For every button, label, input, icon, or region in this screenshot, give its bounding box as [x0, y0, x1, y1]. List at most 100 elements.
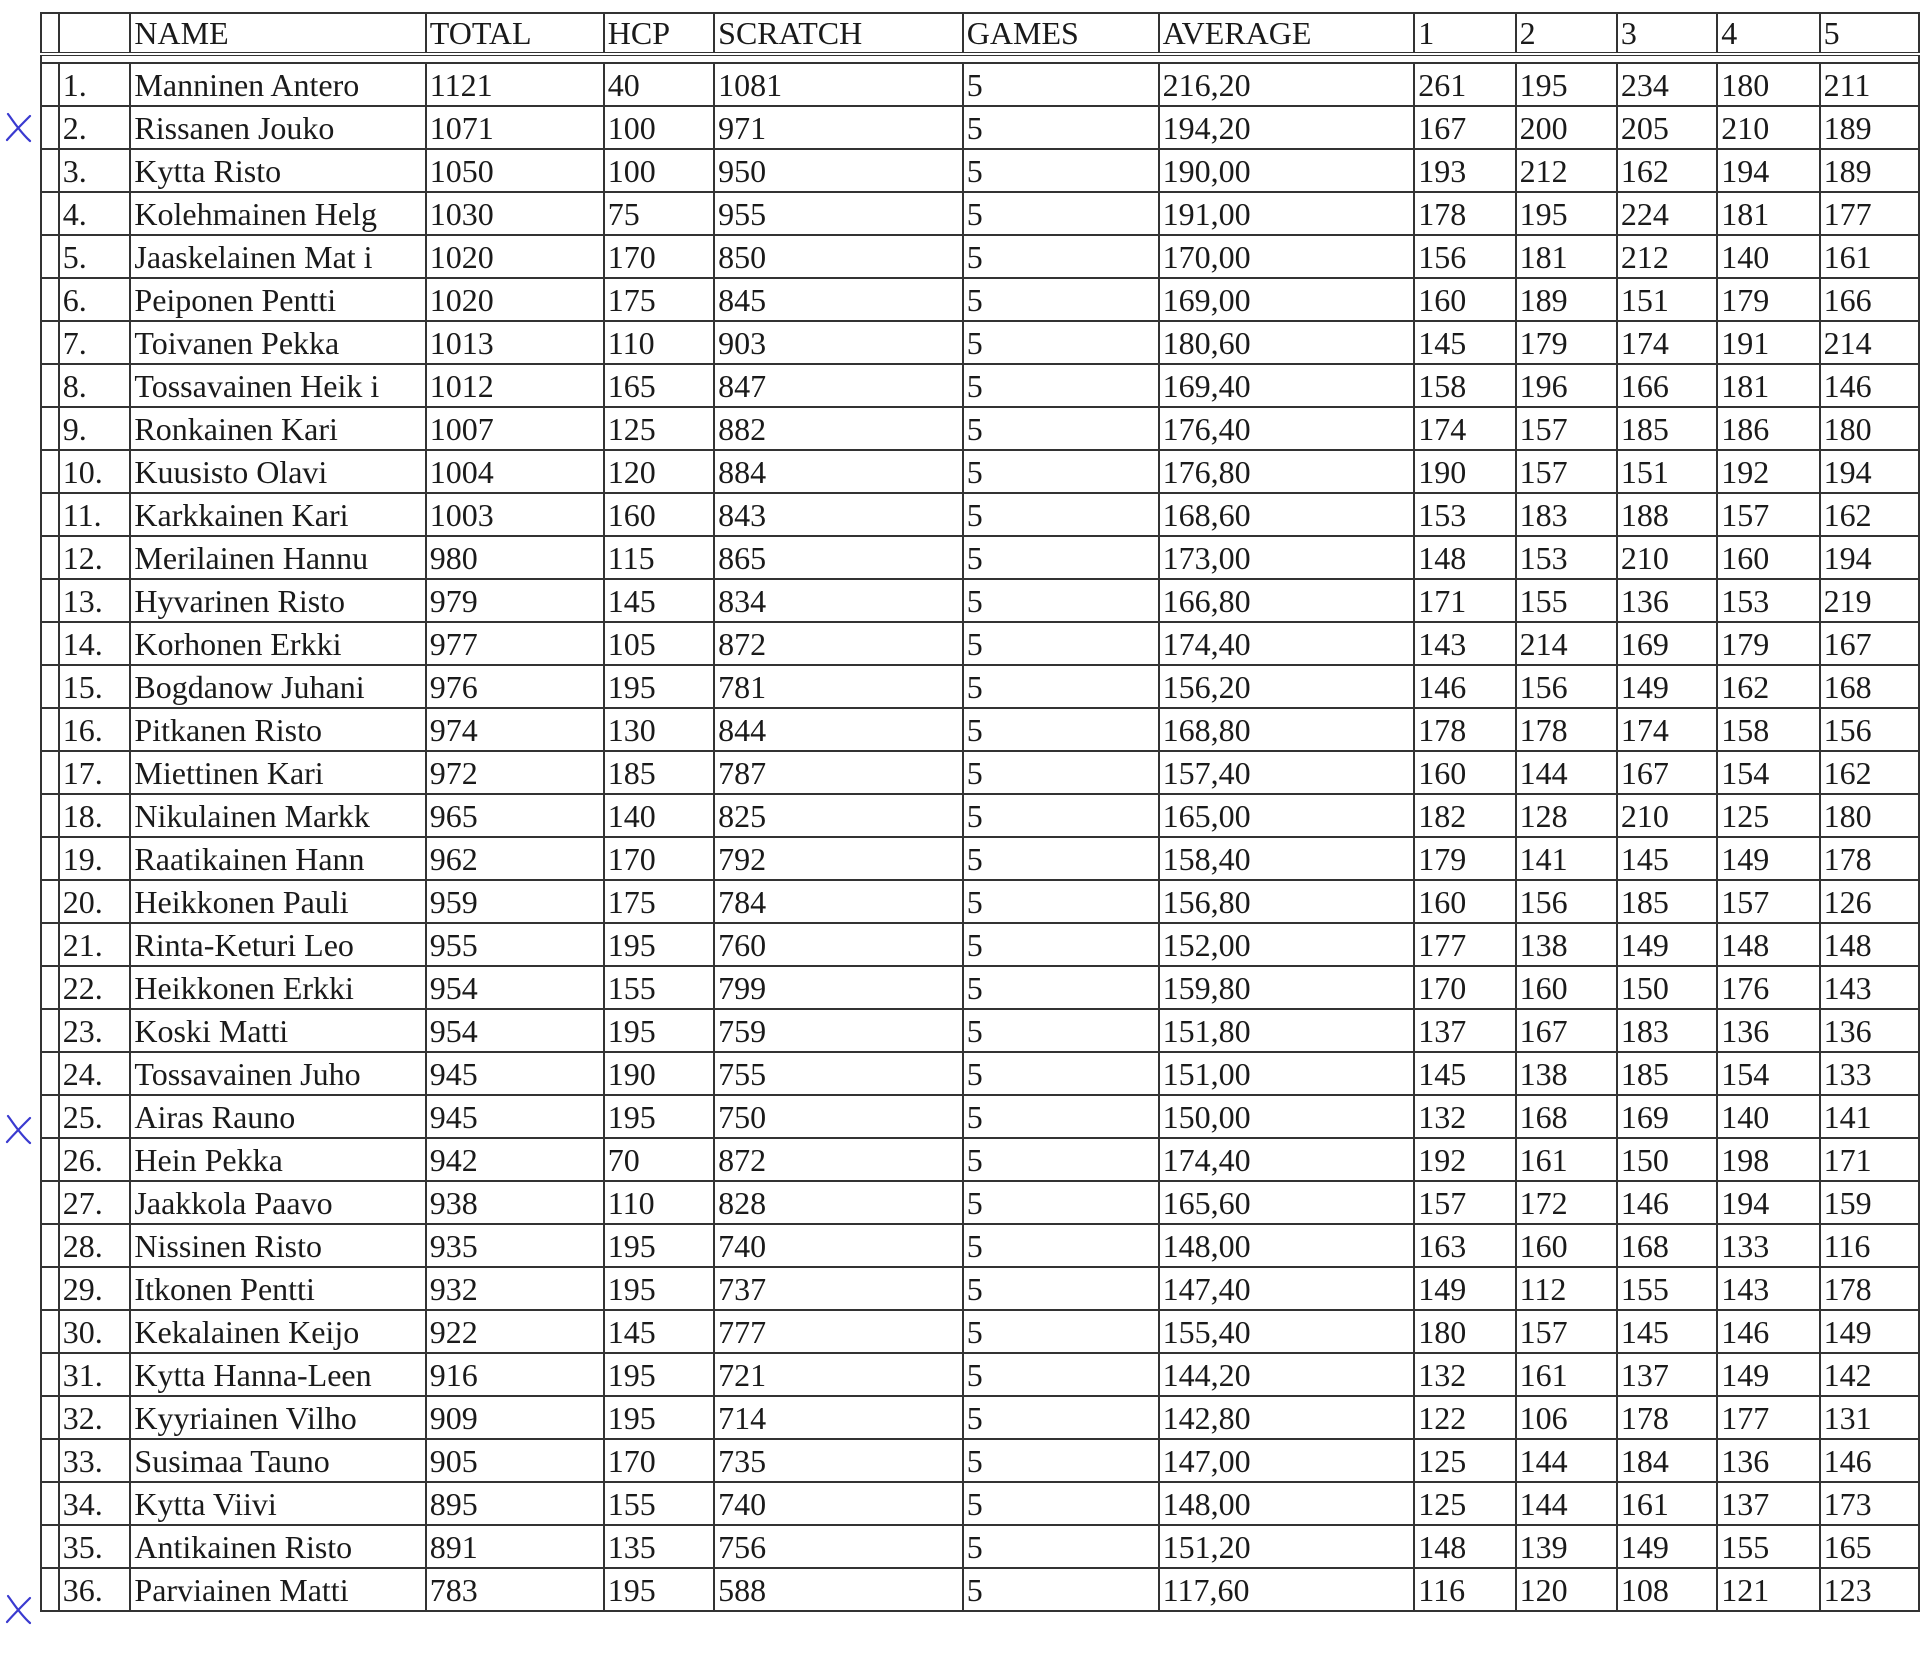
game-4-cell: 149	[1716, 1352, 1821, 1397]
game-3-cell: 174	[1615, 320, 1719, 365]
header-rank	[57, 12, 132, 56]
name-cell: Merilainen Hannu	[129, 535, 427, 580]
game-3-cell: 145	[1615, 836, 1719, 881]
games-cell: 5	[961, 1352, 1160, 1397]
rank-cell: 36.	[57, 1567, 132, 1612]
game-4-cell: 121	[1716, 1567, 1821, 1612]
row-gutter	[40, 1051, 60, 1096]
results-sheet: NAME TOTAL HCP SCRATCH GAMES AVERAGE 1 2…	[40, 12, 1920, 1612]
total-cell: 954	[424, 965, 605, 1010]
row-gutter	[40, 707, 60, 752]
rank-cell: 30.	[57, 1309, 132, 1354]
games-cell: 5	[961, 1524, 1160, 1569]
hcp-cell: 155	[602, 965, 716, 1010]
hcp-cell: 100	[602, 148, 716, 193]
game-2-cell: 138	[1514, 922, 1618, 967]
game-4-cell: 140	[1716, 1094, 1821, 1139]
game-1-cell: 148	[1413, 1524, 1517, 1569]
rank-cell: 23.	[57, 1008, 132, 1053]
game-5-cell: 146	[1818, 363, 1920, 408]
average-cell: 176,80	[1157, 449, 1416, 494]
games-cell: 5	[961, 320, 1160, 365]
table-row: 25. Airas Rauno 945 195 750 5 150,00 132 168 169 1…	[40, 1094, 1920, 1139]
average-cell: 142,80	[1157, 1395, 1416, 1440]
game-2-cell: 155	[1514, 578, 1618, 623]
game-4-cell: 179	[1716, 621, 1821, 666]
average-cell: 174,40	[1157, 621, 1416, 666]
rank-cell: 16.	[57, 707, 132, 752]
name-cell: Kytta Risto	[129, 148, 427, 193]
table-row: 7. Toivanen Pekka 1013 110 903 5 180,60 145 179 1…	[40, 320, 1920, 365]
game-2-cell: 138	[1514, 1051, 1618, 1096]
rank-cell: 20.	[57, 879, 132, 924]
average-cell: 166,80	[1157, 578, 1416, 623]
average-cell: 168,60	[1157, 492, 1416, 537]
table-row: 2. Rissanen Jouko 1071 100 971 5 194,20 167 200 2…	[40, 105, 1920, 150]
row-gutter	[40, 664, 60, 709]
average-cell: 147,40	[1157, 1266, 1416, 1311]
rank-cell: 24.	[57, 1051, 132, 1096]
game-2-cell: 183	[1514, 492, 1618, 537]
game-1-cell: 174	[1413, 406, 1517, 451]
average-cell: 216,20	[1157, 62, 1416, 107]
average-cell: 173,00	[1157, 535, 1416, 580]
header-game-2: 2	[1514, 12, 1618, 56]
table-row: 12. Merilainen Hannu 980 115 865 5 173,00 148 15…	[40, 535, 1920, 580]
row-gutter	[40, 1266, 60, 1311]
name-cell: Hyvarinen Risto	[129, 578, 427, 623]
scratch-cell: 872	[713, 1137, 964, 1182]
scratch-cell: 735	[713, 1438, 964, 1483]
hcp-cell: 100	[602, 105, 716, 150]
game-3-cell: 151	[1615, 449, 1719, 494]
total-cell: 962	[424, 836, 605, 881]
total-cell: 895	[424, 1481, 605, 1526]
name-cell: Hein Pekka	[129, 1137, 427, 1182]
game-3-cell: 162	[1615, 148, 1719, 193]
total-cell: 916	[424, 1352, 605, 1397]
name-cell: Nissinen Risto	[129, 1223, 427, 1268]
table-row: 10. Kuusisto Olavi 1004 120 884 5 176,80 190 157…	[40, 449, 1920, 494]
game-2-cell: 156	[1514, 664, 1618, 709]
row-gutter	[40, 836, 60, 881]
game-1-cell: 132	[1413, 1094, 1517, 1139]
game-4-cell: 192	[1716, 449, 1821, 494]
game-2-cell: 160	[1514, 1223, 1618, 1268]
game-1-cell: 148	[1413, 535, 1517, 580]
game-2-cell: 139	[1514, 1524, 1618, 1569]
total-cell: 945	[424, 1094, 605, 1139]
game-1-cell: 149	[1413, 1266, 1517, 1311]
game-2-cell: 214	[1514, 621, 1618, 666]
game-3-cell: 149	[1615, 1524, 1719, 1569]
row-gutter	[40, 922, 60, 967]
row-gutter	[40, 793, 60, 838]
table-row: 22. Heikkonen Erkki 954 155 799 5 159,80 170 160…	[40, 965, 1920, 1010]
game-4-cell: 155	[1716, 1524, 1821, 1569]
game-5-cell: 162	[1818, 750, 1920, 795]
average-cell: 151,20	[1157, 1524, 1416, 1569]
table-row: 30. Kekalainen Keijo 922 145 777 5 155,40 180 15…	[40, 1309, 1920, 1354]
average-cell: 194,20	[1157, 105, 1416, 150]
game-1-cell: 160	[1413, 277, 1517, 322]
average-cell: 150,00	[1157, 1094, 1416, 1139]
row-gutter	[40, 535, 60, 580]
rank-cell: 26.	[57, 1137, 132, 1182]
game-4-cell: 146	[1716, 1309, 1821, 1354]
hcp-cell: 145	[602, 578, 716, 623]
game-5-cell: 165	[1818, 1524, 1920, 1569]
scratch-cell: 884	[713, 449, 964, 494]
game-2-cell: 160	[1514, 965, 1618, 1010]
games-cell: 5	[961, 1180, 1160, 1225]
scratch-cell: 1081	[713, 62, 964, 107]
game-3-cell: 166	[1615, 363, 1719, 408]
scratch-cell: 759	[713, 1008, 964, 1053]
hcp-cell: 120	[602, 449, 716, 494]
game-5-cell: 159	[1818, 1180, 1920, 1225]
game-1-cell: 160	[1413, 879, 1517, 924]
game-1-cell: 143	[1413, 621, 1517, 666]
scratch-cell: 784	[713, 879, 964, 924]
table-row: 28. Nissinen Risto 935 195 740 5 148,00 163 160 1…	[40, 1223, 1920, 1268]
rank-cell: 33.	[57, 1438, 132, 1483]
games-cell: 5	[961, 406, 1160, 451]
games-cell: 5	[961, 1051, 1160, 1096]
game-5-cell: 126	[1818, 879, 1920, 924]
